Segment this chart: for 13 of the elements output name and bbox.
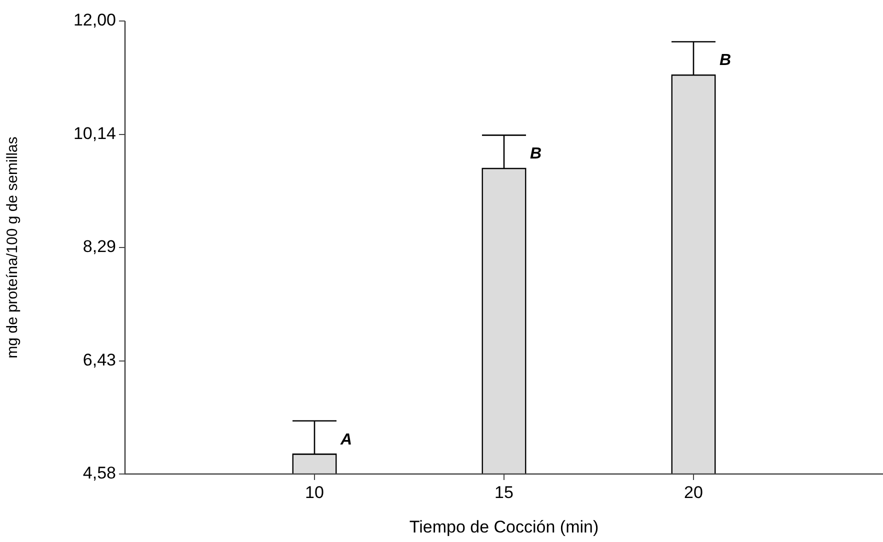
y-tick-label: 12,00	[73, 10, 116, 30]
y-tick-label: 10,14	[73, 124, 116, 144]
y-tick-label: 4,58	[82, 464, 116, 483]
y-tick-label: 8,29	[82, 237, 116, 256]
annotation: B	[530, 146, 542, 163]
y-axis-title: mg de proteína/100 g de semillas	[4, 136, 22, 358]
x-tick-label: 15	[494, 482, 514, 502]
x-tick-label: 20	[684, 482, 703, 502]
x-axis-title: Tiempo de Cocción (min)	[409, 517, 599, 536]
x-tick-label: 10	[305, 482, 324, 502]
y-tick-label: 6,43	[82, 350, 116, 370]
annotation: B	[720, 52, 732, 70]
annotation: A	[340, 431, 352, 448]
